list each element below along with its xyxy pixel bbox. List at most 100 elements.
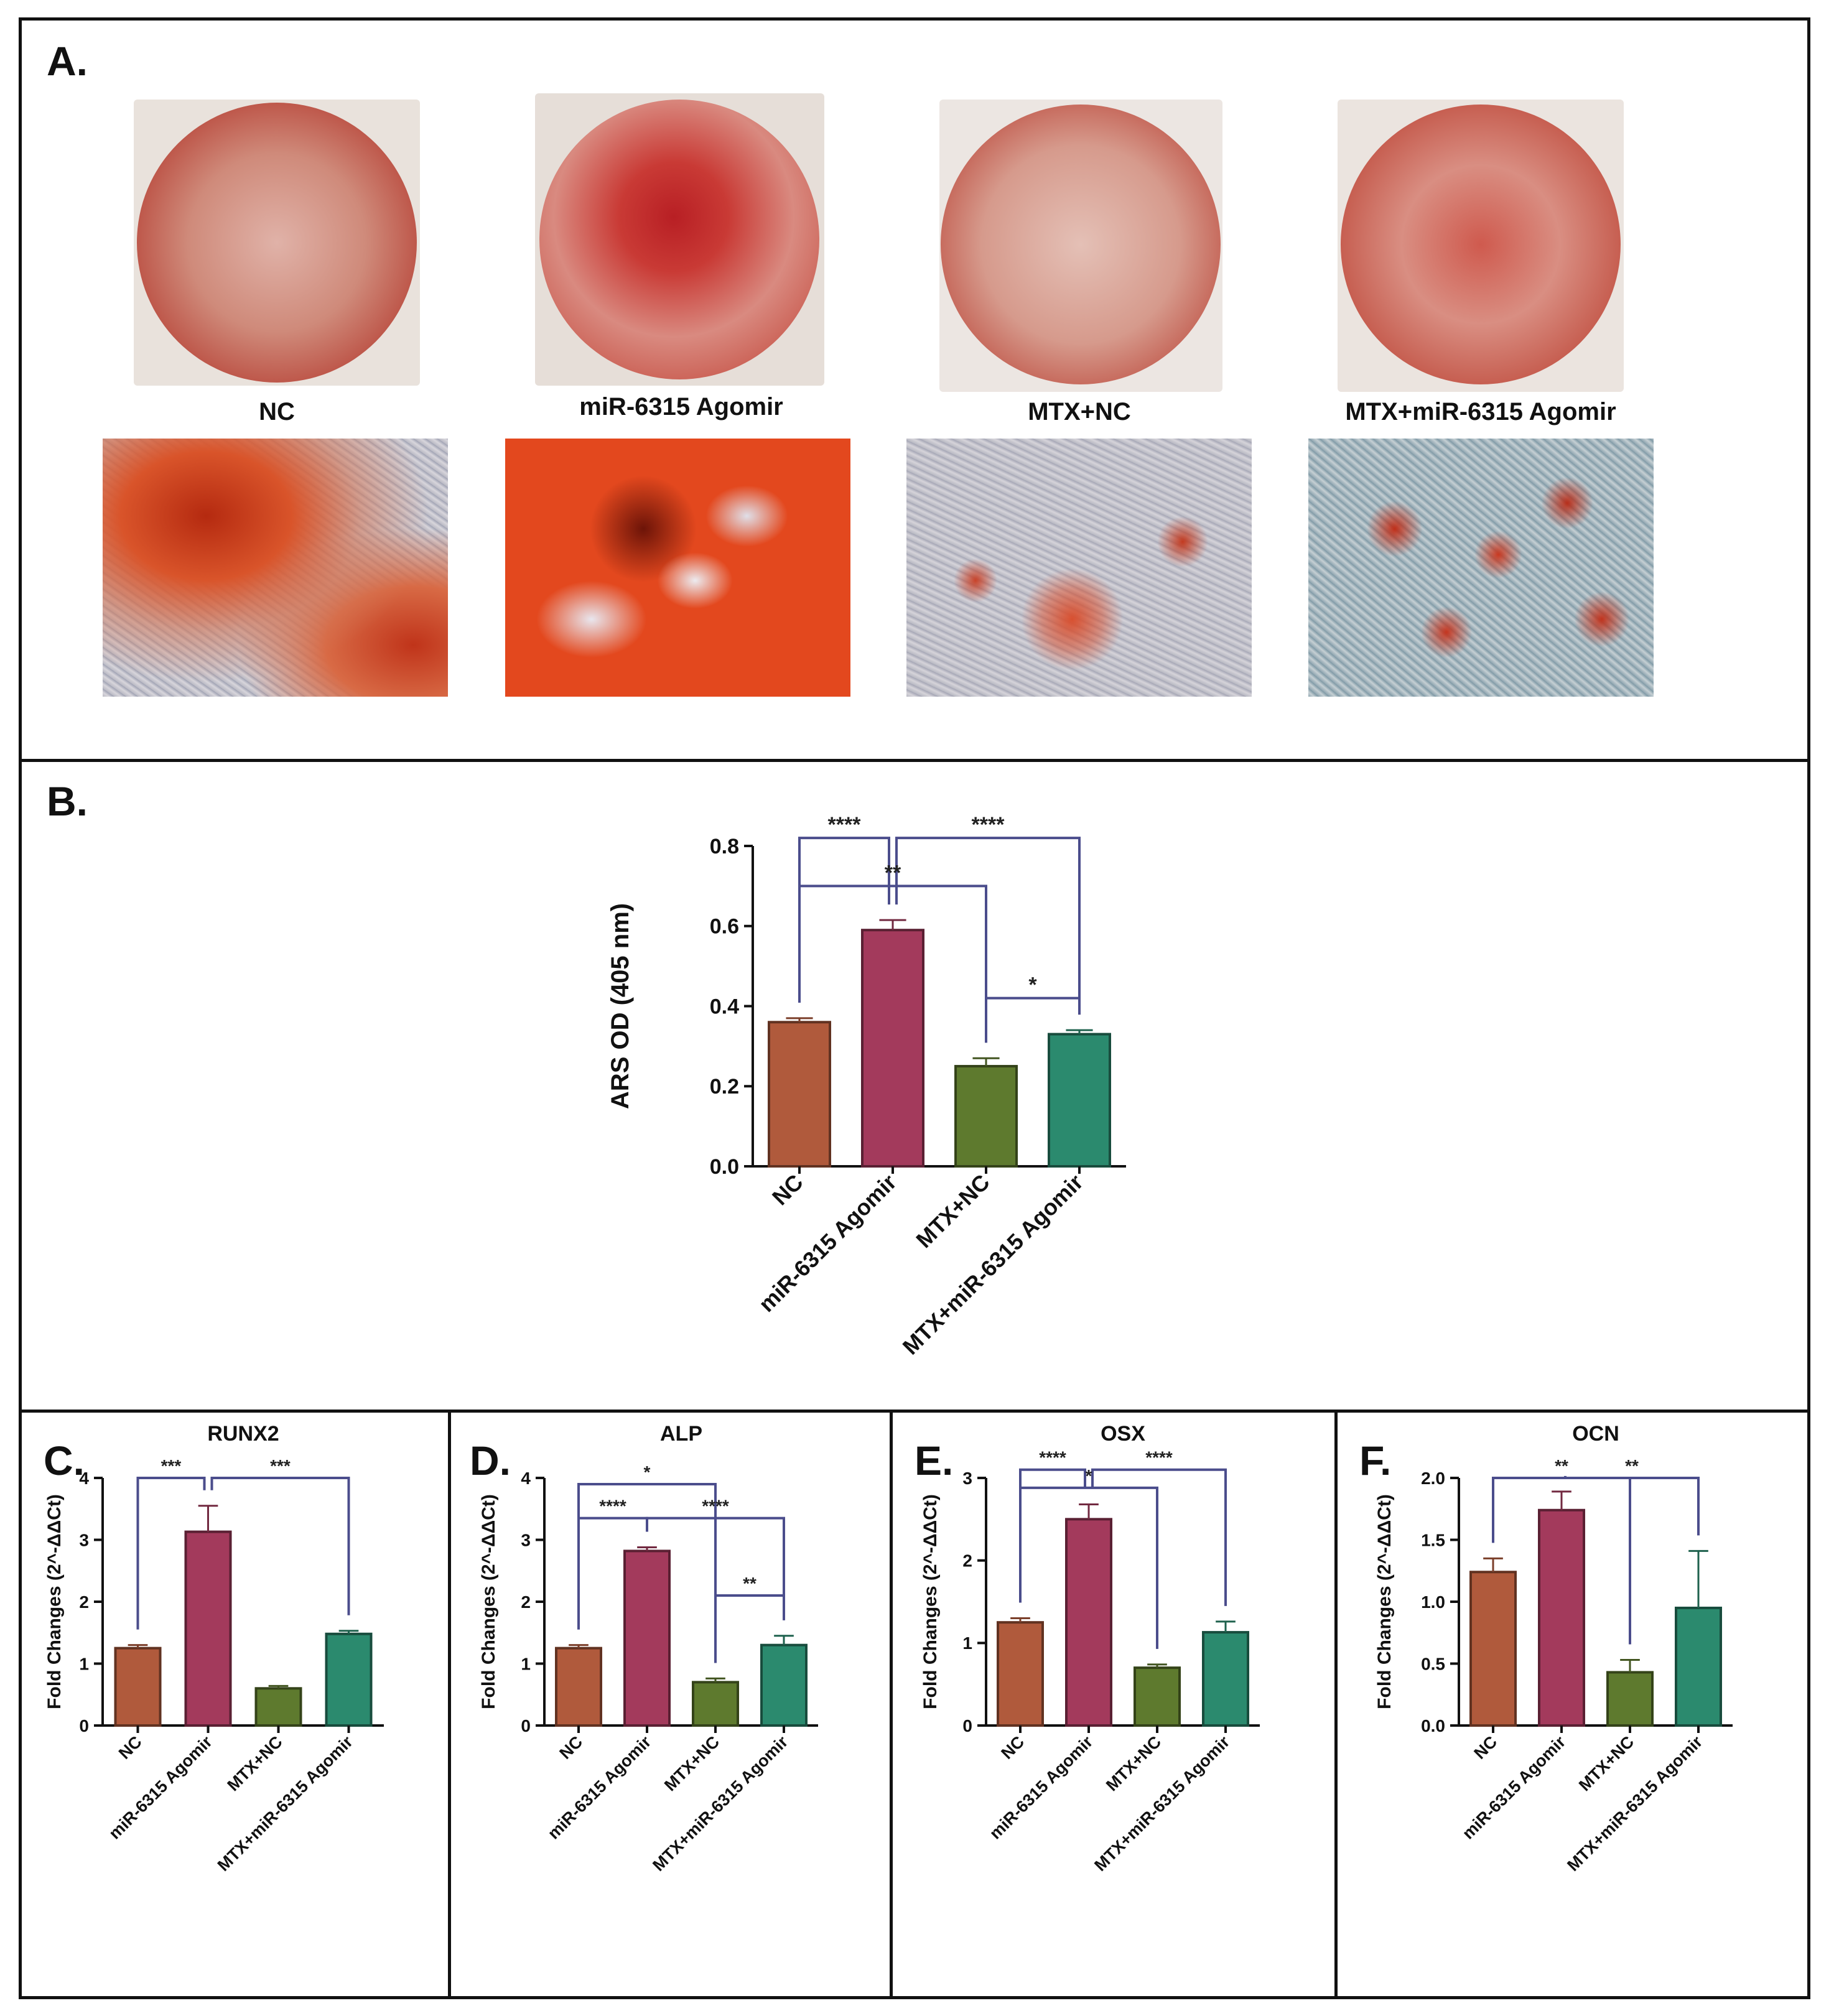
y-tick-label: 0 (521, 1716, 531, 1735)
panel-label-f: F. (1359, 1438, 1392, 1484)
bar (254, 1687, 302, 1727)
panel-label-e: E. (915, 1438, 954, 1484)
y-tick-label: 2 (79, 1592, 89, 1612)
y-tick-label: 0.5 (1421, 1654, 1445, 1673)
bar (861, 929, 924, 1168)
bar (114, 1647, 162, 1727)
dish-photo-nc (134, 100, 420, 386)
y-axis-label: Fold Changes (2^-ΔΔCt) (478, 1494, 499, 1709)
dish-photo-agomir (535, 93, 824, 386)
dish-photo-mtx-nc (939, 100, 1222, 392)
caption-nc: NC (259, 398, 295, 425)
x-tick-label: MTX+miR-6315 Agomir (1563, 1732, 1706, 1875)
x-tick-label: NC (115, 1732, 146, 1763)
y-tick-label: 3 (79, 1530, 89, 1549)
significance-bracket (1492, 1477, 1631, 1645)
chart-title: OSX (1101, 1422, 1145, 1446)
significance-bracket (985, 996, 1081, 1043)
significance-label: ** (743, 1574, 757, 1593)
significance-label: * (1086, 1466, 1092, 1485)
micrograph-mtx-nc (906, 439, 1252, 697)
chart-ocn: OCN 0.0 0.5 1.0 1.5 2.0 Fold Changes (2^-ΔΔCt)… (1374, 1422, 1733, 1875)
divider-d-e (890, 1410, 893, 1999)
y-tick-label: 3 (521, 1530, 531, 1549)
caption-mtx-nc: MTX+NC (1028, 398, 1131, 425)
dish-photo-mtx-agomir (1338, 100, 1624, 392)
y-tick-label: 1.0 (1421, 1592, 1445, 1612)
y-axis-label: Fold Changes (2^-ΔΔCt) (1374, 1494, 1395, 1709)
y-axis-label: Fold Changes (2^-ΔΔCt) (920, 1494, 941, 1709)
significance-label: **** (828, 813, 862, 837)
y-tick-label: 4 (79, 1469, 89, 1488)
chart-title: ALP (660, 1422, 702, 1446)
bar (997, 1621, 1044, 1727)
panel-label-a: A. (47, 38, 88, 84)
bar (1202, 1631, 1249, 1727)
y-tick-label: 0 (962, 1716, 972, 1735)
y-tick-label: 2 (521, 1592, 531, 1612)
panel-label-b: B. (47, 778, 88, 824)
y-tick-label: 3 (962, 1469, 972, 1488)
significance-bracket (798, 885, 987, 1043)
micrograph-nc (103, 439, 448, 697)
x-tick-label: MTX+NC (1575, 1732, 1637, 1795)
significance-label: *** (270, 1456, 291, 1475)
panel-label-c: C. (44, 1438, 85, 1484)
significance-bracket (210, 1477, 350, 1615)
x-tick-label: NC (997, 1732, 1028, 1763)
bar (1048, 1033, 1111, 1168)
bar (1675, 1606, 1722, 1727)
y-tick-label: 0.6 (710, 915, 739, 939)
significance-bracket (136, 1477, 206, 1630)
y-axis-label: Fold Changes (2^-ΔΔCt) (44, 1494, 65, 1709)
chart-title: OCN (1572, 1422, 1619, 1446)
y-tick-label: 1 (79, 1654, 89, 1673)
panel-label-d: D. (470, 1438, 511, 1484)
y-tick-label: 2 (962, 1551, 972, 1570)
y-tick-label: 1 (962, 1633, 972, 1653)
significance-label: **** (1145, 1448, 1173, 1467)
y-tick-label: 0.4 (710, 995, 739, 1018)
bar (692, 1681, 739, 1727)
significance-label: ** (1555, 1456, 1568, 1475)
y-axis-label: ARS OD (405 nm) (607, 903, 634, 1109)
chart-title: RUNX2 (207, 1422, 279, 1446)
bar (954, 1065, 1018, 1168)
bar (623, 1549, 671, 1727)
bar (760, 1643, 808, 1727)
significance-bracket (646, 1517, 785, 1620)
bar (555, 1647, 602, 1727)
y-tick-label: 0 (79, 1716, 89, 1735)
x-tick-label: NC (556, 1732, 586, 1763)
y-tick-label: 1 (521, 1654, 531, 1673)
x-tick-label: MTX+miR-6315 Agomir (214, 1732, 356, 1875)
x-tick-label: MTX+NC (223, 1732, 286, 1795)
y-tick-label: 4 (521, 1469, 531, 1488)
divider-b-c (19, 1410, 1810, 1413)
y-tick-label: 0.0 (1421, 1716, 1445, 1735)
significance-label: ** (1625, 1456, 1639, 1475)
significance-bracket (1019, 1486, 1158, 1649)
y-tick-label: 2.0 (1421, 1469, 1445, 1488)
micrograph-mtx-agomir (1308, 439, 1654, 697)
significance-label: **** (702, 1497, 729, 1516)
significance-label: * (644, 1462, 651, 1482)
bar (768, 1021, 831, 1168)
bar (325, 1632, 373, 1727)
significance-bracket (1564, 1475, 1700, 1536)
bar (1065, 1518, 1112, 1727)
divider-c-d (448, 1410, 451, 1999)
significance-bracket (714, 1594, 785, 1663)
divider-e-f (1334, 1410, 1338, 1999)
bar (1134, 1666, 1181, 1727)
x-tick-label: MTX+NC (661, 1732, 723, 1795)
bar (184, 1530, 232, 1727)
x-tick-label: MTX+NC (1102, 1732, 1165, 1795)
significance-label: **** (972, 813, 1005, 837)
significance-bracket (1091, 1468, 1227, 1606)
bar (1538, 1508, 1585, 1727)
divider-a-b (19, 759, 1810, 762)
